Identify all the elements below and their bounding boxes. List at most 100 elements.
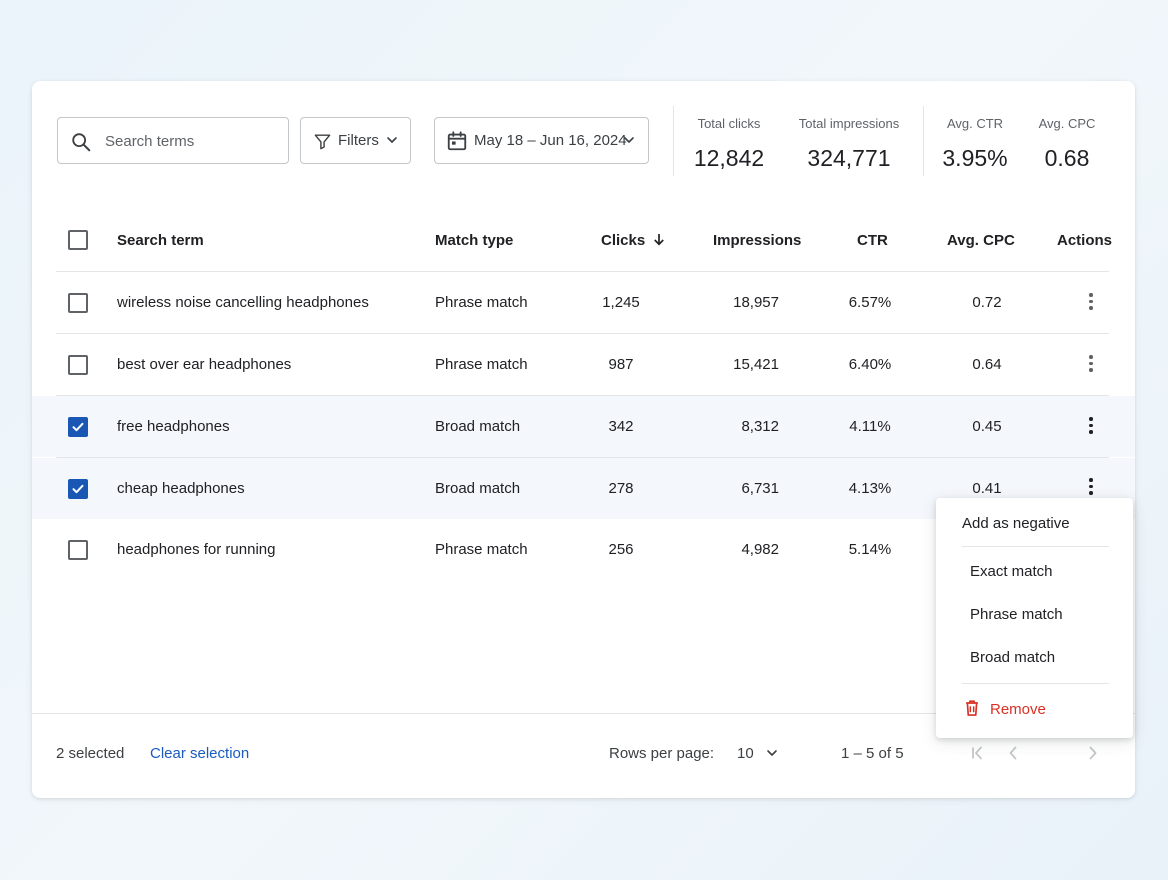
column-header-avg-cpc[interactable]: Avg. CPC bbox=[947, 232, 1015, 249]
clear-selection-link[interactable]: Clear selection bbox=[150, 745, 250, 762]
column-header-search-term[interactable]: Search term bbox=[117, 232, 204, 249]
menu-item-phrase-match[interactable]: Phrase match bbox=[970, 606, 1063, 623]
row-checkbox[interactable] bbox=[68, 293, 88, 313]
filters-label: Filters bbox=[338, 132, 379, 149]
column-header-ctr[interactable]: CTR bbox=[857, 232, 888, 249]
avg-cpc-cell: 0.45 bbox=[972, 418, 1002, 435]
impressions-cell: 8,312 bbox=[741, 418, 779, 435]
menu-item-broad-match[interactable]: Broad match bbox=[970, 649, 1056, 666]
column-header-actions: Actions bbox=[1057, 232, 1113, 249]
row-divider bbox=[56, 271, 1109, 272]
chevron-down-icon bbox=[387, 137, 397, 143]
search-term-cell: cheap headphones bbox=[117, 480, 245, 497]
stat-value: 3.95% bbox=[942, 145, 1008, 171]
chevron-down-icon bbox=[767, 750, 777, 756]
date-range-button[interactable]: May 18 – Jun 16, 2024 bbox=[434, 117, 649, 164]
rows-per-page-select[interactable]: 10 bbox=[737, 745, 778, 762]
table-header: Search term Match type Clicks Impression… bbox=[32, 201, 1135, 271]
stat-label: Total impressions bbox=[798, 116, 900, 131]
stat-label: Avg. CTR bbox=[946, 116, 1004, 131]
ctr-cell: 6.40% bbox=[848, 356, 892, 373]
previous-page-icon[interactable] bbox=[1005, 745, 1021, 761]
select-all-checkbox[interactable] bbox=[68, 230, 88, 250]
first-page-icon[interactable] bbox=[970, 745, 986, 761]
table-row[interactable]: wireless noise cancelling headphones Phr… bbox=[32, 272, 1135, 333]
row-checkbox[interactable] bbox=[68, 540, 88, 560]
clicks-cell: 278 bbox=[608, 480, 634, 497]
divider bbox=[923, 106, 924, 176]
avg-cpc-cell: 0.64 bbox=[972, 356, 1002, 373]
next-page-icon[interactable] bbox=[1085, 745, 1101, 761]
selected-count: 2 selected bbox=[56, 745, 125, 762]
menu-header-add-as-negative: Add as negative bbox=[962, 515, 1070, 532]
impressions-cell: 15,421 bbox=[733, 356, 779, 373]
more-vert-icon bbox=[1089, 423, 1093, 427]
more-vert-icon bbox=[1089, 361, 1093, 365]
column-header-clicks[interactable]: Clicks bbox=[601, 232, 665, 249]
search-term-cell: best over ear headphones bbox=[117, 356, 292, 373]
menu-divider bbox=[962, 683, 1109, 684]
more-vert-icon bbox=[1089, 417, 1093, 421]
stat-label: Avg. CPC bbox=[1038, 116, 1096, 131]
row-checkbox[interactable] bbox=[68, 355, 88, 375]
row-actions-menu: Add as negative Exact match Phrase match… bbox=[936, 498, 1133, 738]
stat-avg-cpc: Avg. CPC 0.68 bbox=[1022, 116, 1112, 172]
match-type-cell: Phrase match bbox=[435, 541, 528, 558]
clicks-cell: 987 bbox=[608, 356, 634, 373]
row-divider bbox=[56, 395, 1109, 396]
clicks-cell: 1,245 bbox=[602, 294, 640, 311]
avg-cpc-cell: 0.72 bbox=[972, 294, 1002, 311]
search-term-cell: wireless noise cancelling headphones bbox=[117, 294, 369, 311]
row-actions-button[interactable] bbox=[1088, 293, 1094, 313]
clicks-cell: 342 bbox=[608, 418, 634, 435]
pagination-range: 1 – 5 of 5 bbox=[841, 745, 904, 762]
impressions-cell: 6,731 bbox=[741, 480, 779, 497]
table-row[interactable]: best over ear headphones Phrase match 98… bbox=[32, 334, 1135, 395]
row-checkbox[interactable] bbox=[68, 417, 88, 437]
search-icon bbox=[72, 133, 91, 152]
more-vert-icon bbox=[1089, 478, 1093, 482]
stat-value: 0.68 bbox=[1044, 145, 1090, 171]
table-row[interactable]: headphones for running Phrase match 256 … bbox=[32, 519, 1135, 580]
date-range-label: May 18 – Jun 16, 2024 bbox=[474, 132, 627, 149]
match-type-cell: Broad match bbox=[435, 480, 521, 497]
match-type-cell: Phrase match bbox=[435, 356, 528, 373]
search-box bbox=[57, 117, 289, 164]
chevron-down-icon bbox=[624, 137, 634, 143]
match-type-cell: Phrase match bbox=[435, 294, 528, 311]
column-header-clicks-label: Clicks bbox=[601, 232, 646, 249]
ctr-cell: 6.57% bbox=[848, 294, 892, 311]
search-terms-card: Filters May 18 – Jun 16, 2024 Total clic… bbox=[32, 81, 1135, 798]
rows-per-page-label: Rows per page: bbox=[609, 745, 715, 762]
column-header-impressions[interactable]: Impressions bbox=[713, 232, 802, 249]
menu-item-exact-match[interactable]: Exact match bbox=[970, 563, 1053, 580]
trash-icon bbox=[966, 700, 978, 716]
table-row[interactable]: free headphones Broad match 342 8,312 4.… bbox=[32, 396, 1135, 457]
column-header-match-type[interactable]: Match type bbox=[435, 232, 514, 249]
table-row[interactable]: cheap headphones Broad match 278 6,731 4… bbox=[32, 458, 1135, 519]
footer-divider bbox=[32, 713, 1135, 714]
row-checkbox[interactable] bbox=[68, 479, 88, 499]
more-vert-icon bbox=[1089, 368, 1093, 372]
arrow-down-icon bbox=[654, 234, 665, 246]
stat-total-impressions: Total impressions 324,771 bbox=[789, 116, 909, 172]
menu-divider bbox=[962, 546, 1109, 547]
ctr-cell: 4.13% bbox=[848, 480, 892, 497]
filters-button[interactable]: Filters bbox=[300, 117, 411, 164]
impressions-cell: 4,982 bbox=[741, 541, 779, 558]
search-input[interactable] bbox=[105, 130, 280, 152]
more-vert-icon bbox=[1089, 491, 1093, 495]
row-actions-button[interactable] bbox=[1088, 355, 1094, 375]
row-divider bbox=[56, 457, 1109, 458]
row-actions-button-active[interactable] bbox=[1088, 478, 1094, 498]
row-divider bbox=[56, 333, 1109, 334]
row-actions-button[interactable] bbox=[1088, 417, 1094, 437]
stat-value: 12,842 bbox=[693, 145, 765, 171]
impressions-cell: 18,957 bbox=[733, 294, 779, 311]
divider bbox=[673, 106, 674, 176]
more-vert-icon bbox=[1089, 299, 1093, 303]
menu-item-remove[interactable]: Remove bbox=[962, 698, 1046, 718]
ctr-cell: 4.11% bbox=[849, 418, 891, 435]
match-type-cell: Broad match bbox=[435, 418, 521, 435]
search-term-cell: free headphones bbox=[117, 418, 230, 435]
